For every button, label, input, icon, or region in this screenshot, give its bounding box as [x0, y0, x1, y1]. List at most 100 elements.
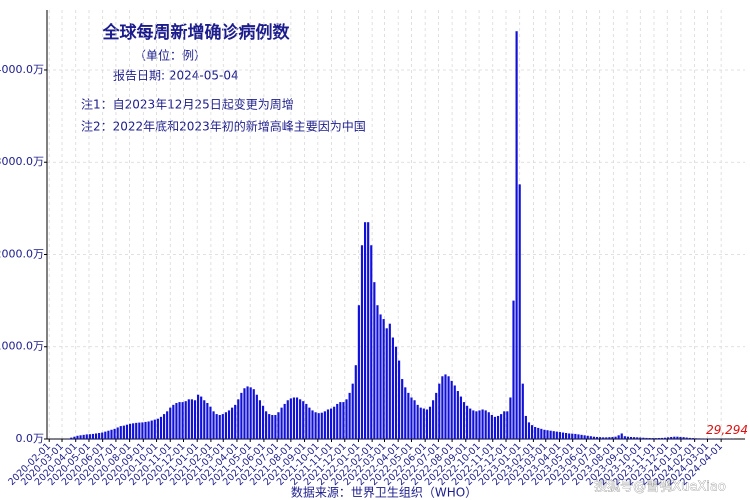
bar — [404, 387, 407, 439]
bar — [317, 413, 320, 439]
bar — [218, 415, 221, 439]
bar — [280, 407, 283, 439]
bar — [357, 305, 360, 439]
bar — [289, 398, 292, 439]
bar — [605, 437, 608, 439]
bar — [441, 376, 444, 439]
bar — [633, 437, 636, 439]
bar — [394, 346, 398, 439]
bar — [159, 416, 163, 439]
bar — [670, 436, 673, 439]
bar — [113, 428, 116, 439]
bar — [518, 184, 521, 439]
bar — [370, 245, 373, 439]
bar — [376, 305, 379, 439]
bar — [503, 411, 506, 439]
bar — [608, 437, 611, 439]
bar — [184, 401, 187, 439]
bar — [527, 422, 531, 439]
bar — [246, 386, 249, 439]
bar — [224, 412, 228, 439]
bar — [694, 438, 698, 439]
bar — [333, 406, 336, 439]
bar — [645, 437, 648, 439]
bar — [484, 410, 487, 439]
bar — [240, 392, 243, 439]
bar — [302, 401, 305, 439]
bar — [537, 427, 540, 439]
bar — [261, 405, 265, 439]
report-date: 报告日期: 2024-05-04 — [113, 68, 239, 83]
bar — [237, 399, 240, 439]
bar — [336, 403, 339, 439]
bar — [354, 365, 357, 439]
bar — [178, 402, 181, 439]
bar — [493, 416, 497, 439]
y-tick-label: 2000.0万 — [0, 247, 44, 260]
value-label: 29,294 — [706, 423, 748, 437]
bar — [286, 400, 289, 439]
bar — [116, 427, 119, 439]
bar — [524, 415, 527, 439]
bar — [94, 433, 98, 439]
bar — [243, 388, 246, 439]
bar — [326, 409, 330, 439]
bar — [379, 314, 382, 439]
bar — [323, 411, 326, 439]
bar — [128, 423, 132, 439]
bar — [416, 404, 419, 439]
bar — [67, 438, 70, 439]
bar — [568, 433, 571, 439]
bar — [546, 430, 549, 439]
bar — [265, 411, 268, 439]
bar — [435, 392, 438, 439]
bar — [311, 410, 314, 439]
bar — [555, 431, 558, 439]
annotation: 注1：自2023年12月25日起变更为周增 — [81, 97, 294, 112]
bar — [132, 423, 135, 439]
bar — [104, 431, 107, 439]
bar — [602, 437, 605, 439]
y-tick-label: 3000.0万 — [0, 155, 44, 168]
bar — [385, 328, 388, 439]
bar — [373, 282, 376, 439]
bar — [500, 414, 503, 439]
bar — [363, 222, 367, 439]
bar — [642, 437, 645, 439]
bar — [558, 432, 561, 439]
bar — [599, 437, 602, 439]
bar — [172, 404, 175, 439]
bar — [438, 383, 441, 439]
bar — [407, 392, 410, 439]
bar — [654, 438, 657, 439]
bar — [663, 437, 667, 439]
bar — [190, 399, 193, 439]
bar — [283, 403, 286, 439]
bar — [227, 410, 231, 439]
bar — [540, 428, 543, 439]
bar — [153, 419, 156, 439]
watermark: 搜狐号@雪鸮XueXiao — [594, 479, 726, 495]
bar — [580, 434, 583, 439]
bar — [367, 222, 370, 439]
bar — [181, 402, 184, 439]
bar — [141, 422, 144, 439]
bar — [574, 433, 577, 439]
bar — [422, 408, 425, 439]
bar — [122, 425, 125, 439]
bar — [521, 383, 524, 439]
bar — [329, 408, 333, 439]
bar — [150, 420, 153, 439]
bar — [119, 426, 122, 439]
bar — [481, 409, 484, 439]
bar — [169, 407, 172, 439]
bar — [620, 433, 623, 439]
bar — [215, 414, 218, 439]
bar — [82, 434, 85, 439]
bar — [274, 415, 277, 439]
bar — [697, 438, 701, 439]
bar — [589, 436, 592, 439]
bar — [676, 436, 679, 439]
bar — [255, 394, 258, 439]
